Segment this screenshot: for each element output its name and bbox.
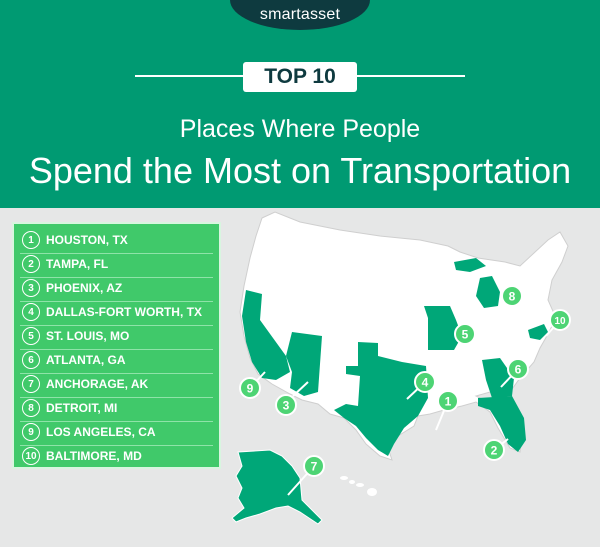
city-label: ANCHORAGE, AK <box>46 377 149 391</box>
rank-number: 3 <box>22 279 40 297</box>
rankings-list: 1 HOUSTON, TX 2 TAMPA, FL 3 PHOENIX, AZ 4 DA… <box>12 222 221 469</box>
list-item: 3 PHOENIX, AZ <box>22 279 122 297</box>
city-label: DETROIT, MI <box>46 401 118 415</box>
rank-number: 1 <box>22 231 40 249</box>
rank-number: 7 <box>22 375 40 393</box>
list-divider <box>20 277 213 278</box>
marker-1: 1 <box>437 390 459 412</box>
state-california <box>242 290 290 380</box>
list-divider <box>20 253 213 254</box>
title-line-1: Places Where People <box>179 115 421 143</box>
marker-label: 6 <box>515 363 522 377</box>
list-divider <box>20 349 213 350</box>
marker-4: 4 <box>414 371 436 393</box>
city-label: HOUSTON, TX <box>46 233 128 247</box>
list-item: 5 ST. LOUIS, MO <box>22 327 129 345</box>
marker-label: 9 <box>247 382 254 396</box>
marker-label: 1 <box>445 395 452 409</box>
us-mainland-shape <box>239 211 569 461</box>
state-arizona <box>286 332 322 396</box>
list-item: 6 ATLANTA, GA <box>22 351 126 369</box>
marker-10: 10 <box>549 309 571 331</box>
rank-number: 5 <box>22 327 40 345</box>
marker-9: 9 <box>239 377 261 399</box>
list-divider <box>20 301 213 302</box>
city-label: LOS ANGELES, CA <box>46 425 156 439</box>
state-michigan-upper <box>454 258 486 272</box>
title-line-2: Spend the Most on Transportation <box>28 150 572 191</box>
smartasset-logo: smartasset <box>259 6 341 23</box>
state-texas <box>334 342 428 456</box>
list-divider <box>20 325 213 326</box>
list-item: 10 BALTIMORE, MD <box>22 447 142 465</box>
state-michigan-lower <box>476 276 500 308</box>
city-label: ATLANTA, GA <box>46 353 126 367</box>
marker-6: 6 <box>507 358 529 380</box>
city-label: DALLAS-FORT WORTH, TX <box>46 305 202 319</box>
list-divider <box>20 397 213 398</box>
marker-label: 7 <box>311 460 318 474</box>
city-label: ST. LOUIS, MO <box>46 329 130 343</box>
badge-label: TOP 10 <box>264 65 336 88</box>
list-item: 4 DALLAS-FORT WORTH, TX <box>22 303 202 321</box>
marker-label: 3 <box>283 399 290 413</box>
list-item: 9 LOS ANGELES, CA <box>22 423 156 441</box>
rank-number: 6 <box>22 351 40 369</box>
marker-label: 2 <box>491 444 498 458</box>
state-georgia <box>482 358 514 398</box>
marker-3: 3 <box>275 394 297 416</box>
list-divider <box>20 373 213 374</box>
marker-label: 8 <box>509 290 516 304</box>
list-item: 7 ANCHORAGE, AK <box>22 375 148 393</box>
marker-5: 5 <box>454 323 476 345</box>
list-divider <box>20 445 213 446</box>
top-10-badge: TOP 10 <box>243 62 357 92</box>
rank-number: 4 <box>22 303 40 321</box>
state-hawaii <box>340 476 377 496</box>
marker-label: 10 <box>554 316 566 327</box>
city-label: PHOENIX, AZ <box>46 281 123 295</box>
state-maryland <box>528 324 548 340</box>
divider-left <box>135 75 243 77</box>
city-label: TAMPA, FL <box>46 257 109 271</box>
state-alaska <box>231 449 323 525</box>
city-label: BALTIMORE, MD <box>46 449 142 463</box>
marker-label: 4 <box>422 376 429 390</box>
list-divider <box>20 421 213 422</box>
state-missouri <box>424 306 462 350</box>
header-band <box>0 0 600 208</box>
rank-number: 8 <box>22 399 40 417</box>
marker-label: 5 <box>462 328 469 342</box>
divider-right <box>357 75 465 77</box>
list-item: 1 HOUSTON, TX <box>22 231 128 249</box>
rank-number: 9 <box>22 423 40 441</box>
marker-7: 7 <box>303 455 325 477</box>
rank-number: 2 <box>22 255 40 273</box>
marker-2: 2 <box>483 439 505 461</box>
list-item: 2 TAMPA, FL <box>22 255 108 273</box>
marker-8: 8 <box>501 285 523 307</box>
list-item: 8 DETROIT, MI <box>22 399 117 417</box>
rank-number: 10 <box>22 447 40 465</box>
state-florida <box>478 396 526 452</box>
